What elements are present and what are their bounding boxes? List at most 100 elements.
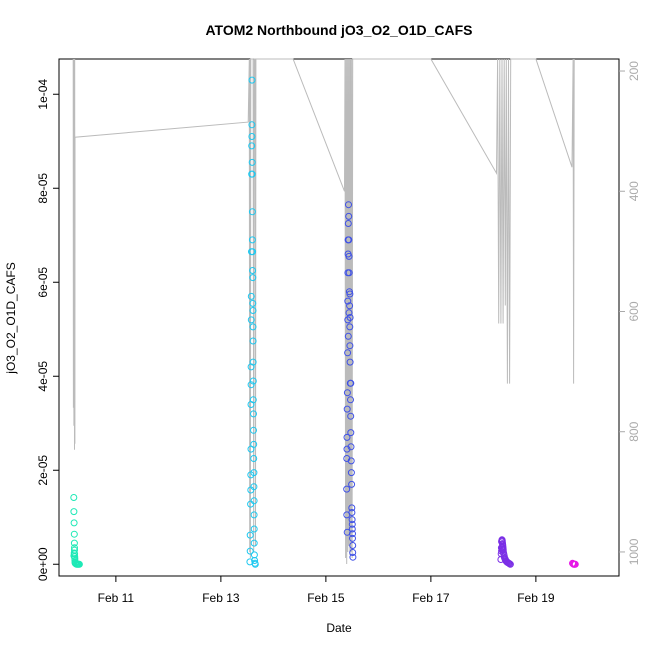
data-point: [249, 396, 257, 404]
data-point: [345, 201, 352, 209]
data-point: [250, 551, 258, 559]
data-point: [348, 480, 356, 488]
data-point: [250, 426, 257, 434]
data-point: [246, 547, 254, 555]
data-point: [250, 469, 258, 477]
data-point: [347, 469, 355, 477]
data-point: [346, 302, 354, 310]
data-point: [248, 121, 256, 129]
data-point: [349, 549, 357, 556]
data-point: [248, 236, 256, 244]
data-point: [250, 539, 258, 547]
data-point: [344, 332, 352, 340]
data-point: [251, 557, 259, 564]
data-point: [346, 358, 354, 366]
data-point: [249, 307, 257, 314]
data-point: [250, 440, 258, 448]
data-point: [250, 483, 258, 491]
data-point: [70, 539, 78, 547]
y-tick-label: 2e-05: [36, 455, 50, 486]
data-point: [248, 142, 256, 150]
data-point: [249, 377, 257, 385]
data-point: [70, 519, 78, 527]
x-tick-label: Feb 17: [412, 591, 450, 605]
data-point: [345, 252, 353, 260]
data-point: [249, 274, 257, 282]
y-tick-label: 4e-05: [36, 361, 50, 392]
data-point: [345, 236, 353, 244]
data-point: [347, 396, 354, 404]
data-point: [346, 290, 354, 298]
x-tick-label: Feb 11: [98, 591, 135, 605]
data-point: [249, 248, 257, 256]
secondary-y-tick-label: 200: [627, 61, 641, 81]
data-point: [345, 269, 353, 277]
data-point: [246, 531, 254, 539]
data-point: [343, 433, 351, 441]
points-layer: [70, 76, 579, 568]
data-point: [347, 429, 355, 437]
data-point: [70, 552, 78, 560]
data-point: [251, 560, 259, 568]
data-point: [248, 76, 256, 84]
x-axis-label: Date: [326, 621, 352, 635]
data-point: [343, 511, 351, 519]
data-point: [249, 323, 257, 331]
data-point: [344, 349, 352, 357]
data-point: [248, 133, 256, 140]
y-axis: 0e+00 2e-05 4e-05 6e-05 8e-05 1e-04: [36, 79, 59, 581]
data-point: [345, 309, 353, 317]
secondary-y-tick-label: 800: [627, 421, 641, 441]
data-point: [347, 443, 355, 451]
data-point: [349, 553, 357, 561]
data-point: [71, 544, 78, 552]
data-point: [249, 267, 257, 274]
data-point: [70, 530, 78, 538]
data-point: [343, 445, 351, 453]
data-point: [349, 542, 357, 549]
data-point: [343, 485, 351, 493]
data-point: [248, 158, 256, 166]
data-point: [346, 342, 354, 350]
data-point: [75, 560, 83, 568]
data-point: [347, 457, 355, 465]
data-point: [343, 528, 351, 536]
data-point: [344, 220, 352, 227]
data-point: [250, 511, 258, 519]
data-point: [571, 560, 579, 568]
data-point: [348, 520, 356, 528]
data-point: [70, 549, 78, 557]
data-point: [250, 455, 258, 462]
data-point: [498, 543, 506, 551]
data-point: [249, 299, 257, 307]
data-point: [248, 208, 256, 216]
data-point: [70, 494, 78, 501]
data-point: [348, 516, 356, 524]
chart-title: ATOM2 Northbound jO3_O2_O1D_CAFS: [205, 22, 472, 38]
data-point: [348, 525, 356, 533]
secondary-y-tick-label: 1000: [627, 538, 641, 565]
data-point: [249, 337, 257, 345]
secondary-y-axis: 200 400 600 800 1000: [619, 61, 641, 565]
y-tick-label: 8e-05: [36, 173, 50, 204]
secondary-y-tick-label: 400: [627, 181, 641, 201]
data-point: [344, 316, 352, 324]
x-tick-label: Feb 19: [517, 591, 555, 605]
secondary-y-tick-label: 600: [627, 301, 641, 321]
data-point: [343, 405, 351, 413]
data-point: [250, 525, 258, 533]
y-axis-label: jO3_O2_O1D_CAFS: [4, 262, 18, 374]
data-point: [343, 389, 351, 397]
data-point: [247, 316, 255, 324]
data-point: [70, 508, 78, 516]
data-point: [349, 534, 356, 542]
plot-frame: [58, 58, 620, 577]
x-tick-label: Feb 15: [307, 591, 345, 605]
y-tick-label: 1e-04: [36, 79, 50, 110]
data-point: [250, 497, 258, 505]
x-tick-label: Feb 13: [202, 591, 240, 605]
x-axis: Feb 11 Feb 13 Feb 15 Feb 17 Feb 19: [98, 576, 555, 605]
data-point: [347, 379, 355, 387]
y-tick-label: 0e+00: [36, 547, 50, 581]
